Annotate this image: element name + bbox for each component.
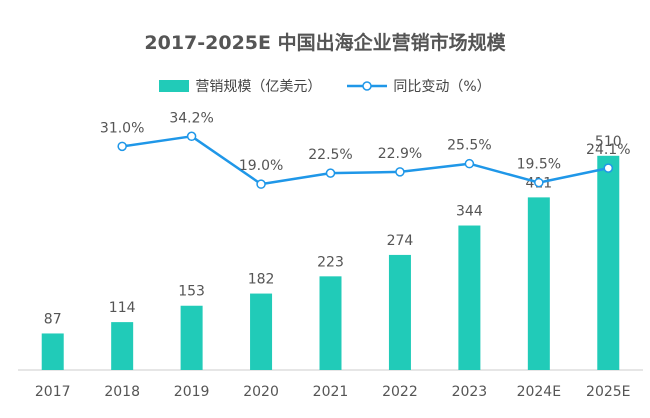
bar-value-label-2019: 153: [178, 284, 205, 300]
growth-point-2022: [395, 167, 405, 177]
legend-bar-label: 营销规模（亿美元）: [195, 79, 322, 95]
growth-label-2020: 19.0%: [239, 158, 283, 174]
legend-line-label: 同比变动（%）: [393, 79, 491, 95]
x-tick-label-2019: 2019: [174, 384, 210, 400]
legend: 营销规模（亿美元） 同比变动（%）: [0, 76, 650, 96]
x-tick-label-2018: 2018: [104, 384, 140, 400]
bar-2025E: [597, 155, 620, 370]
growth-point-2018: [117, 141, 127, 152]
x-tick-label-2024E: 2024E: [517, 384, 561, 400]
bar-value-label-2025E: 510: [595, 134, 622, 150]
chart-title: 2017-2025E 中国出海企业营销市场规模: [144, 32, 506, 54]
bar-2024E: [527, 197, 550, 370]
bar-value-label-2021: 223: [317, 254, 344, 270]
growth-point-2023: [464, 158, 475, 169]
legend-item-bar: 营销规模（亿美元）: [159, 76, 321, 96]
bar-value-label-2020: 182: [248, 272, 275, 288]
growth-label-2022: 22.9%: [378, 146, 422, 162]
legend-item-line: 同比变动（%）: [347, 76, 491, 96]
growth-label-2018: 31.0%: [100, 120, 144, 136]
bar-value-label-2017: 87: [44, 311, 62, 327]
bar-2020: [250, 293, 273, 370]
growth-point-2024E: [534, 177, 544, 188]
x-tick-label-2017: 2017: [35, 384, 71, 400]
legend-line-swatch: [347, 81, 388, 91]
x-tick-label-2025E: 2025E: [586, 384, 630, 400]
bar-2021: [319, 276, 342, 370]
bar-value-label-2023: 344: [456, 204, 483, 220]
growth-label-2019: 34.2%: [169, 110, 213, 126]
x-tick-label-2021: 2021: [313, 384, 349, 400]
growth-label-2024E: 19.5%: [517, 157, 561, 173]
growth-line: [122, 135, 609, 186]
bar-2018: [111, 322, 134, 370]
growth-point-2020: [256, 179, 266, 189]
x-tick-label-2023: 2023: [452, 384, 488, 400]
growth-label-2025E: 24.1%: [586, 142, 630, 158]
growth-point-2025E: [603, 163, 614, 173]
growth-label-2023: 25.5%: [447, 138, 491, 154]
bar-2023: [458, 225, 481, 370]
x-tick-label-2020: 2020: [243, 384, 279, 400]
legend-bar-swatch: [159, 80, 190, 92]
bar-value-label-2022: 274: [387, 233, 414, 249]
bar-2022: [388, 254, 411, 370]
bar-2017: [41, 333, 64, 370]
x-tick-label-2022: 2022: [382, 384, 418, 400]
growth-label-2021: 22.5%: [308, 147, 352, 163]
growth-point-2019: [186, 131, 197, 142]
bar-value-label-2018: 114: [109, 300, 136, 316]
growth-point-2021: [325, 168, 336, 178]
bar-2019: [180, 305, 203, 370]
